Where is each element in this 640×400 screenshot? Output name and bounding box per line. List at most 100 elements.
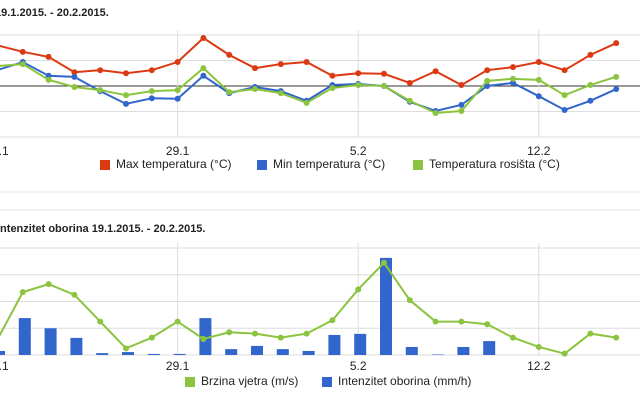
series-line (0, 261, 617, 355)
bar (251, 345, 263, 355)
x-tick-label: 22.1 (0, 144, 9, 158)
point (123, 100, 129, 107)
point (355, 70, 362, 77)
point (510, 64, 516, 71)
point (561, 350, 568, 357)
point (148, 95, 155, 102)
point (252, 330, 258, 337)
point (458, 81, 465, 88)
point (45, 281, 52, 288)
point (458, 318, 465, 325)
point (406, 97, 413, 104)
point (123, 70, 129, 77)
point (587, 81, 594, 88)
x-tick-label: 5.2 (350, 144, 367, 158)
bar (70, 337, 83, 355)
x-tick-label: 12.2 (527, 359, 551, 373)
bar (44, 328, 57, 355)
point (484, 77, 491, 84)
legend-swatch (322, 377, 332, 387)
point (97, 67, 104, 74)
bar (147, 353, 160, 355)
point (587, 97, 594, 104)
point (381, 83, 387, 89)
point (406, 79, 413, 86)
point (200, 35, 207, 42)
point (19, 289, 26, 296)
point (226, 51, 233, 58)
point (561, 92, 568, 99)
point (45, 76, 52, 83)
x-tick-label: 5.2 (350, 359, 367, 373)
legend-label: Intenzitet oborina (mm/h) (338, 374, 471, 388)
x-tick-label: 29.1 (166, 144, 190, 158)
point (561, 106, 568, 113)
point (226, 329, 233, 336)
point (252, 86, 258, 93)
point (200, 65, 207, 72)
point (484, 83, 491, 89)
point (123, 92, 129, 99)
point (510, 334, 516, 341)
x-tick-label: 29.1 (166, 359, 190, 373)
point (535, 93, 542, 100)
legend-label: Max temperatura (°C) (116, 157, 232, 171)
point (484, 67, 491, 74)
point (277, 334, 284, 341)
point (252, 65, 258, 72)
point (71, 291, 78, 298)
point (277, 90, 284, 97)
point (19, 61, 26, 68)
bar (457, 346, 470, 355)
point (174, 318, 181, 325)
legend-swatch (185, 377, 195, 387)
point (561, 67, 568, 74)
bar (405, 346, 418, 355)
x-tick-label: 22.1 (0, 359, 9, 373)
legend-label: Brzina vjetra (m/s) (201, 374, 298, 388)
point (174, 59, 181, 66)
point (148, 88, 155, 95)
legend-label: Temperatura rosišta (°C) (429, 157, 560, 171)
point (148, 334, 155, 341)
legend-swatch (257, 160, 267, 170)
bar (302, 350, 315, 355)
bar (328, 334, 341, 355)
bar (96, 353, 109, 355)
point (174, 87, 181, 94)
legend-swatch (413, 160, 423, 170)
chart-title: Intenzitet oborina 19.1.2015. - 20.2.201… (0, 223, 205, 235)
point (355, 286, 362, 293)
point (458, 107, 465, 114)
point (613, 40, 620, 47)
point (148, 67, 155, 74)
point (226, 89, 233, 96)
point (587, 330, 594, 337)
point (535, 59, 542, 66)
point (97, 318, 104, 325)
bar (199, 318, 212, 355)
point (484, 321, 491, 328)
legend-swatch (100, 160, 110, 170)
bar (173, 353, 186, 355)
bar (225, 349, 238, 355)
point (71, 84, 78, 91)
point (45, 53, 52, 60)
point (613, 73, 620, 80)
point (303, 59, 310, 66)
point (200, 335, 207, 342)
point (613, 334, 620, 341)
legend-label: Min temperatura (°C) (273, 157, 385, 171)
point (303, 330, 310, 337)
point (587, 51, 594, 58)
point (19, 48, 26, 55)
point (174, 95, 181, 102)
bar (354, 333, 367, 355)
point (381, 259, 387, 266)
point (200, 72, 207, 79)
bar (122, 352, 134, 355)
point (97, 87, 104, 94)
point (535, 76, 542, 83)
point (432, 110, 439, 117)
bar (483, 341, 496, 355)
